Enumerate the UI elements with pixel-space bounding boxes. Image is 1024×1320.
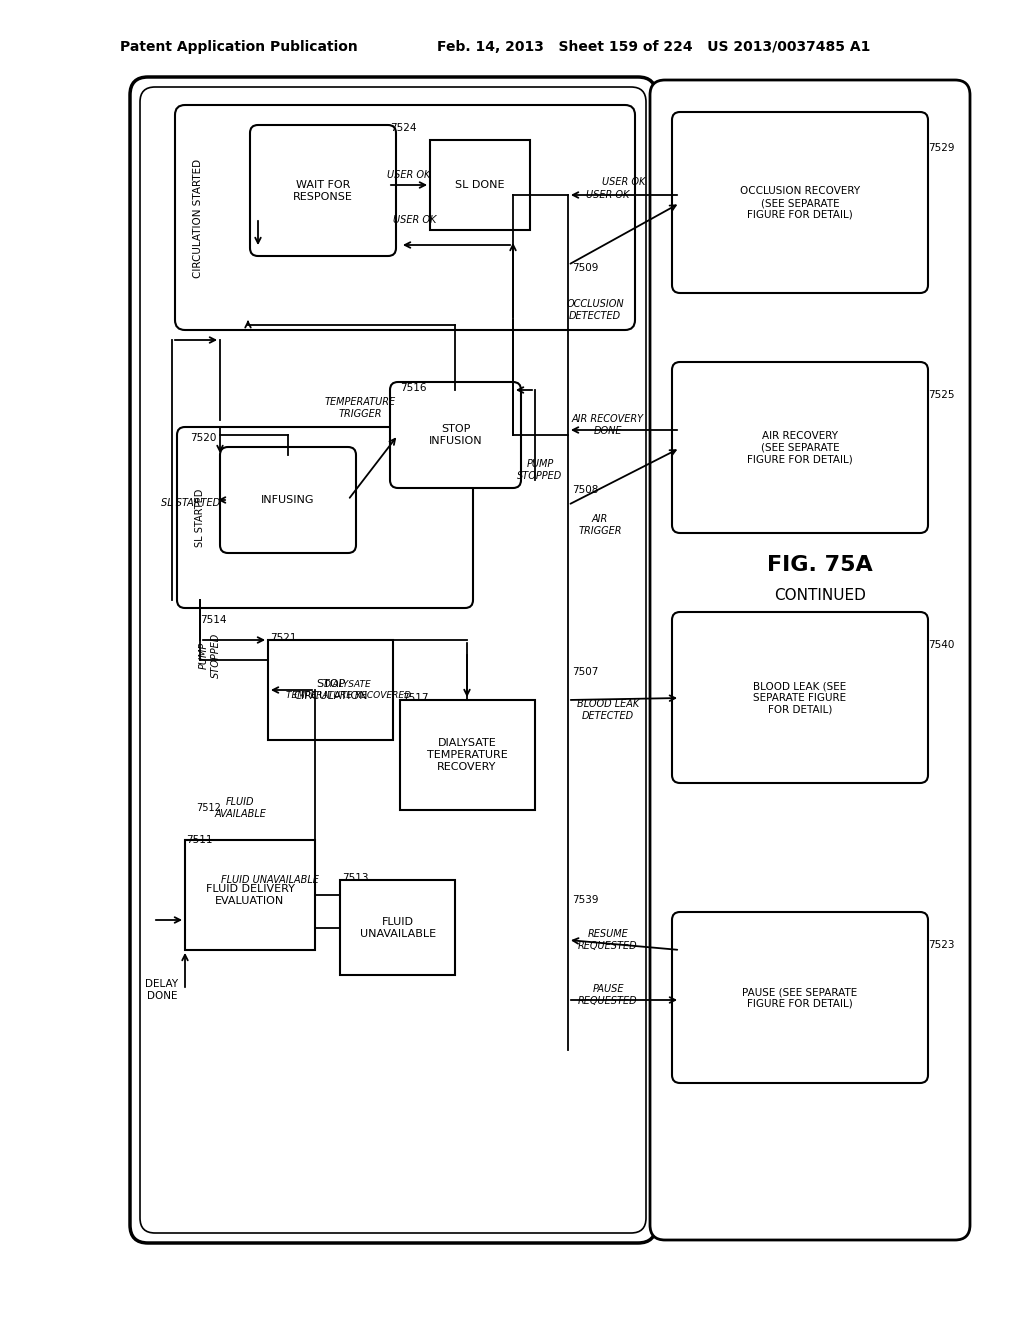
Text: 7517: 7517 [402,693,428,704]
Text: PAUSE
REQUESTED: PAUSE REQUESTED [579,985,638,1006]
Text: 7521: 7521 [270,634,297,643]
Text: 7540: 7540 [928,640,954,649]
Text: SL STARTED: SL STARTED [195,488,205,548]
Text: 7509: 7509 [572,263,598,273]
Text: FLUID
AVAILABLE: FLUID AVAILABLE [214,797,266,818]
Bar [400,700,535,810]
Text: PUMP
STOPPED: PUMP STOPPED [200,632,221,677]
Text: WAIT FOR
RESPONSE: WAIT FOR RESPONSE [293,181,353,202]
FancyBboxPatch shape [177,426,473,609]
FancyBboxPatch shape [220,447,356,553]
Text: INFUSING: INFUSING [261,495,314,506]
Text: USER OK: USER OK [387,170,431,180]
Text: 7525: 7525 [928,389,954,400]
FancyBboxPatch shape [130,77,656,1243]
Text: 7523: 7523 [928,940,954,950]
Text: USER OK: USER OK [602,177,646,187]
Text: TEMPERATURE
TRIGGER: TEMPERATURE TRIGGER [325,397,395,418]
Text: 7511: 7511 [186,836,213,845]
Text: PAUSE (SEE SEPARATE
FIGURE FOR DETAIL): PAUSE (SEE SEPARATE FIGURE FOR DETAIL) [742,987,858,1008]
Text: 7513: 7513 [342,873,369,883]
Text: BLOOD LEAK
DETECTED: BLOOD LEAK DETECTED [577,700,639,721]
Text: PUMP
STOPPED: PUMP STOPPED [517,459,562,480]
Text: BLOOD LEAK (SEE
SEPARATE FIGURE
FOR DETAIL): BLOOD LEAK (SEE SEPARATE FIGURE FOR DETA… [754,681,847,714]
Text: OCCLUSION RECOVERY
(SEE SEPARATE
FIGURE FOR DETAIL): OCCLUSION RECOVERY (SEE SEPARATE FIGURE … [740,186,860,219]
Text: 7539: 7539 [572,895,598,906]
Bar [185,840,315,950]
Text: 7507: 7507 [572,667,598,677]
Text: FLUID
UNAVAILABLE: FLUID UNAVAILABLE [360,917,436,939]
FancyBboxPatch shape [175,106,635,330]
FancyBboxPatch shape [390,381,521,488]
FancyBboxPatch shape [672,362,928,533]
Text: 7516: 7516 [400,383,427,393]
Text: AIR
TRIGGER: AIR TRIGGER [579,515,622,536]
Text: CIRCULATION STARTED: CIRCULATION STARTED [193,158,203,277]
Text: STOP
CIRCULATION: STOP CIRCULATION [294,680,369,701]
Text: FLUID DELIVERY
EVALUATION: FLUID DELIVERY EVALUATION [206,884,295,906]
Text: FIG. 75A: FIG. 75A [767,554,872,576]
Text: 7508: 7508 [572,484,598,495]
FancyBboxPatch shape [650,81,970,1239]
FancyBboxPatch shape [250,125,396,256]
Text: USER OK: USER OK [587,190,630,201]
Text: SL STARTED: SL STARTED [161,498,220,508]
Text: RESUME
REQUESTED: RESUME REQUESTED [579,929,638,950]
FancyBboxPatch shape [672,612,928,783]
Bar [268,640,393,741]
Text: Feb. 14, 2013   Sheet 159 of 224   US 2013/0037485 A1: Feb. 14, 2013 Sheet 159 of 224 US 2013/0… [436,40,870,54]
Text: CONTINUED: CONTINUED [774,587,866,602]
Text: STOP
INFUSION: STOP INFUSION [429,424,482,446]
Text: AIR RECOVERY
DONE: AIR RECOVERY DONE [572,414,644,436]
Text: 7512: 7512 [196,803,221,813]
Text: SL DONE: SL DONE [456,180,505,190]
FancyBboxPatch shape [672,912,928,1082]
Text: AIR RECOVERY
(SEE SEPARATE
FIGURE FOR DETAIL): AIR RECOVERY (SEE SEPARATE FIGURE FOR DE… [748,432,853,465]
Text: USER OK: USER OK [393,215,436,224]
Text: DIALYSATE
TEMPERATURE
RECOVERY: DIALYSATE TEMPERATURE RECOVERY [427,738,507,772]
Text: OCCLUSION
DETECTED: OCCLUSION DETECTED [566,300,624,321]
Text: DIALYSATE
TEMPERATURE RECOVERED: DIALYSATE TEMPERATURE RECOVERED [286,680,411,700]
Text: FLUID UNAVAILABLE: FLUID UNAVAILABLE [221,875,318,884]
Text: 7529: 7529 [928,143,954,153]
Text: 7514: 7514 [200,615,226,624]
Text: DELAY
DONE: DELAY DONE [145,979,178,1001]
Bar [430,140,530,230]
Text: 7520: 7520 [190,433,216,444]
Text: Patent Application Publication: Patent Application Publication [120,40,357,54]
Bar [340,880,455,975]
FancyBboxPatch shape [672,112,928,293]
Text: 7524: 7524 [390,123,417,133]
